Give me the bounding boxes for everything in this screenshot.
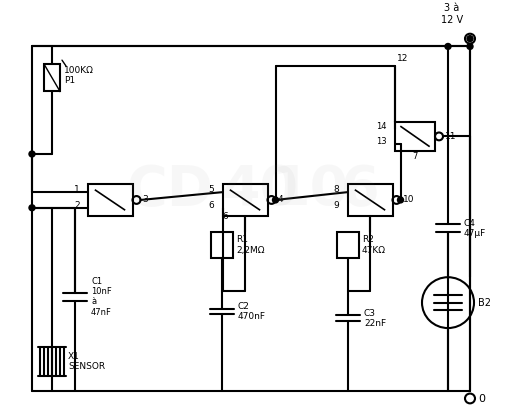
Text: 3: 3 (142, 195, 148, 204)
Circle shape (29, 205, 35, 211)
Text: 12: 12 (397, 54, 408, 63)
Bar (395, 122, 435, 151)
Text: 2: 2 (74, 201, 80, 210)
Text: CD: CD (126, 163, 213, 217)
Bar (44, 64, 60, 91)
Circle shape (445, 44, 451, 49)
Text: R2
47KΩ: R2 47KΩ (362, 235, 386, 255)
Bar (87, 184, 133, 216)
Text: C1
10nF
à
47nF: C1 10nF à 47nF (91, 277, 112, 317)
Text: 11: 11 (445, 132, 457, 141)
Text: 9: 9 (334, 201, 340, 210)
Circle shape (29, 151, 35, 157)
Text: C3
22nF: C3 22nF (364, 308, 386, 328)
Text: R1
2,2MΩ: R1 2,2MΩ (236, 235, 265, 255)
Circle shape (272, 197, 279, 203)
Bar (347, 184, 393, 216)
Circle shape (467, 36, 473, 41)
Text: 13: 13 (376, 137, 387, 146)
Text: 4: 4 (278, 195, 283, 204)
Text: 1: 1 (74, 185, 80, 194)
Text: 100KΩ
P1: 100KΩ P1 (64, 66, 94, 85)
Text: 3 à
12 V: 3 à 12 V (441, 3, 463, 25)
Text: 6: 6 (223, 212, 228, 220)
Bar (211, 232, 233, 258)
Text: 6: 6 (341, 163, 380, 217)
Text: 14: 14 (376, 122, 387, 131)
Text: 40: 40 (222, 163, 298, 217)
Text: 6: 6 (209, 201, 215, 210)
Text: C2
470nF: C2 470nF (238, 302, 266, 321)
Bar (223, 184, 267, 216)
Bar (337, 232, 359, 258)
Text: B2: B2 (478, 297, 491, 308)
Text: C4
47μF: C4 47μF (464, 219, 486, 238)
Text: 10: 10 (402, 195, 414, 204)
Text: 7: 7 (412, 152, 418, 161)
Text: 5: 5 (209, 185, 215, 194)
Text: 8: 8 (334, 185, 340, 194)
Circle shape (397, 197, 404, 203)
Text: 10: 10 (271, 163, 348, 217)
Text: 0: 0 (478, 394, 485, 404)
Circle shape (467, 44, 473, 49)
Text: X1
SENSOR: X1 SENSOR (68, 352, 105, 371)
